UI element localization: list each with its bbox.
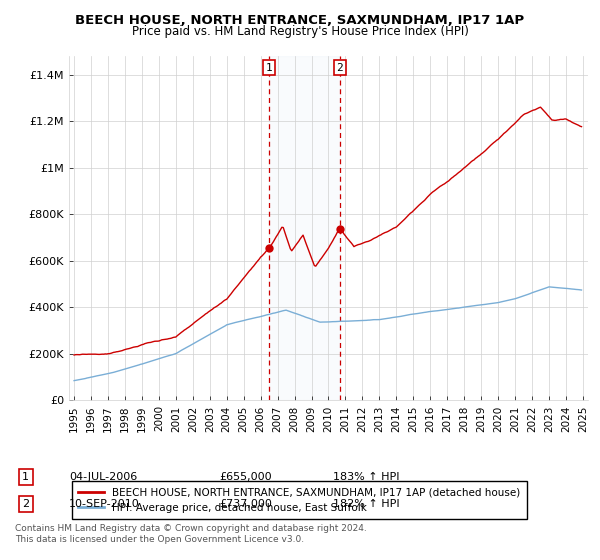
Text: This data is licensed under the Open Government Licence v3.0.: This data is licensed under the Open Gov…: [15, 535, 304, 544]
Text: 182% ↑ HPI: 182% ↑ HPI: [333, 499, 400, 509]
Bar: [269, 56, 340, 400]
Text: BEECH HOUSE, NORTH ENTRANCE, SAXMUNDHAM, IP17 1AP: BEECH HOUSE, NORTH ENTRANCE, SAXMUNDHAM,…: [76, 14, 524, 27]
Text: 183% ↑ HPI: 183% ↑ HPI: [333, 472, 400, 482]
Text: 04-JUL-2006: 04-JUL-2006: [69, 472, 137, 482]
Text: Price paid vs. HM Land Registry's House Price Index (HPI): Price paid vs. HM Land Registry's House …: [131, 25, 469, 38]
Text: 1: 1: [22, 472, 29, 482]
Text: 1: 1: [266, 63, 272, 73]
Text: 2: 2: [337, 63, 343, 73]
Text: 10-SEP-2010: 10-SEP-2010: [69, 499, 140, 509]
Legend: BEECH HOUSE, NORTH ENTRANCE, SAXMUNDHAM, IP17 1AP (detached house), HPI: Average: BEECH HOUSE, NORTH ENTRANCE, SAXMUNDHAM,…: [71, 482, 527, 519]
Text: 2: 2: [22, 499, 29, 509]
Text: £737,000: £737,000: [219, 499, 272, 509]
Text: Contains HM Land Registry data © Crown copyright and database right 2024.: Contains HM Land Registry data © Crown c…: [15, 524, 367, 533]
Text: £655,000: £655,000: [219, 472, 272, 482]
